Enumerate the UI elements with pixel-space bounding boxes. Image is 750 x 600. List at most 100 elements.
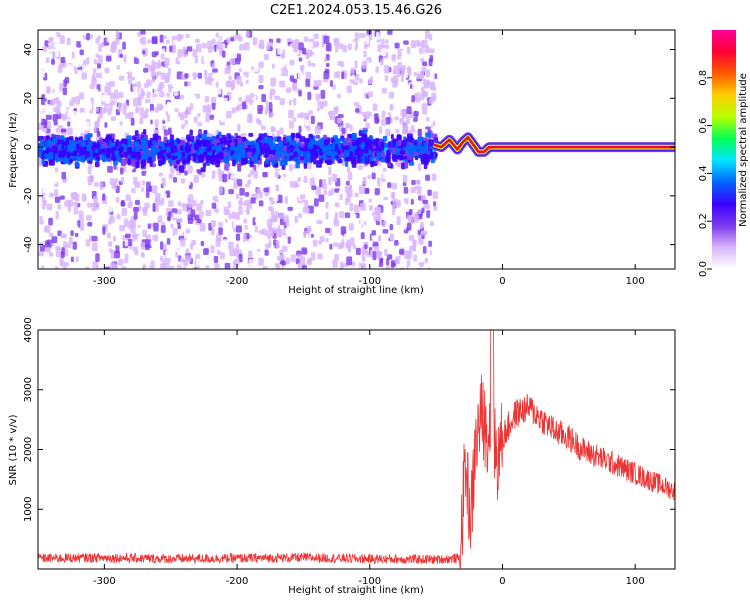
spectrogram-cell — [194, 38, 200, 44]
spectrogram-cell — [258, 61, 264, 69]
spectrogram-cell — [334, 188, 340, 193]
spectrogram-cell — [378, 126, 383, 134]
spectrogram-cell — [298, 90, 302, 97]
spectrogram-cell — [291, 83, 297, 91]
spectrogram-cell — [282, 109, 287, 117]
spectrogram-cell — [185, 145, 191, 153]
spectrogram-cell — [364, 216, 371, 222]
spectrogram-cell — [403, 125, 409, 134]
spectrogram-cell — [202, 104, 208, 113]
spectrogram-cell — [262, 265, 268, 269]
spectrogram-cell — [247, 115, 253, 124]
spectrogram-cell — [325, 237, 329, 243]
spectrogram-cell — [134, 146, 140, 152]
spectrogram-cell — [70, 42, 74, 50]
spectrogram-cell — [244, 42, 250, 51]
colorbar-tick-label: 0.6 — [698, 118, 709, 134]
spectrogram-cell — [253, 30, 260, 35]
spectrogram-cell — [324, 255, 331, 262]
spectrogram-cell — [179, 145, 185, 151]
spectrogram-cell — [203, 248, 209, 256]
spectrogram-cell — [122, 41, 126, 50]
spectrogram-cell — [414, 156, 419, 161]
spectrogram-cell — [328, 190, 333, 197]
spectrogram-cell — [167, 127, 172, 136]
snr-frame — [37, 329, 676, 570]
spectrogram-cell — [99, 182, 104, 190]
spectrogram-cell — [275, 227, 282, 237]
spectrogram-cell — [277, 255, 283, 261]
spectrogram-cell — [274, 210, 279, 220]
spectrogram-cell — [326, 150, 331, 157]
spectrogram-cell — [171, 62, 175, 71]
spectrogram-cell — [145, 172, 151, 180]
spectrogram-cell — [295, 258, 300, 265]
spectrogram-cell — [302, 54, 308, 64]
spectrogram-cell — [161, 48, 166, 54]
spectrogram-cell — [175, 250, 179, 258]
y-tick-label: 20 — [23, 92, 34, 105]
spectrogram-cell — [290, 254, 296, 263]
spectrogram-cell — [250, 140, 256, 145]
spectrogram-cell — [119, 167, 124, 175]
spectrogram-cell — [228, 189, 234, 195]
spectrogram-cell — [133, 86, 138, 96]
spectrogram-cell — [214, 119, 220, 127]
spectrogram-cell — [302, 47, 307, 55]
spectrogram-cell — [281, 153, 285, 161]
spectrogram-cell — [80, 247, 87, 253]
spectrogram-cell — [233, 248, 239, 257]
spectrogram-cell — [67, 64, 73, 73]
spectrogram-cell — [347, 243, 352, 253]
spectrogram-cell — [286, 135, 292, 142]
spectrogram-cell — [323, 189, 328, 196]
spectrogram-cell — [228, 166, 235, 173]
spectrogram-cell — [87, 179, 92, 186]
spectrogram-cell — [382, 167, 387, 173]
spectrogram-cell — [91, 203, 97, 212]
spectrogram-cell — [280, 53, 285, 59]
spectrogram-cell — [195, 43, 202, 53]
spectrogram-cell — [152, 234, 159, 242]
spectrogram-cell — [249, 97, 253, 106]
spectrogram-cell — [407, 155, 413, 161]
spectrogram-cell — [140, 159, 147, 166]
spectrogram-cell — [264, 159, 269, 165]
snr-x-ticks: -300 -200 -100 0 100 — [93, 330, 645, 587]
spectrogram-cell — [60, 251, 65, 259]
spectrogram-cell — [428, 240, 432, 247]
spectrogram-cell — [231, 52, 238, 59]
spectrogram-cell — [281, 234, 287, 244]
spectrogram-cell — [313, 198, 319, 207]
spectrogram-cell — [97, 213, 102, 220]
spectrogram-cell — [167, 114, 171, 122]
spectrogram-cell — [224, 155, 230, 164]
spectrogram-cell — [100, 83, 105, 92]
spectrogram-cell — [157, 215, 163, 224]
spectrogram-cell — [306, 233, 312, 239]
spectrogram-cell — [181, 203, 188, 208]
spectrogram-cell — [192, 72, 198, 77]
spectrogram-cell — [329, 116, 336, 121]
spectrogram-cell — [59, 195, 65, 200]
spectrogram-cell — [256, 47, 261, 54]
spectrogram-cell — [258, 257, 264, 266]
spectrogram-cell — [48, 232, 54, 237]
spectrogram-cell — [92, 242, 98, 252]
spectrogram-cell — [244, 199, 251, 205]
spectrogram-cell — [72, 201, 78, 207]
spectrogram-cell — [394, 148, 401, 156]
spectrogram-cell — [412, 239, 417, 244]
spectrogram-cell — [129, 249, 134, 254]
spectrogram-cell — [410, 186, 416, 194]
spectrogram-cell — [94, 161, 100, 168]
spectrogram-cell — [170, 145, 177, 151]
spectrogram-cell — [218, 213, 224, 223]
spectrogram-cell — [285, 80, 292, 87]
spectrogram-cell — [417, 136, 424, 141]
spectrogram-cell — [60, 56, 66, 63]
spectrogram-cell — [69, 118, 74, 124]
spectrogram-cell — [40, 265, 45, 269]
spectrogram-cell — [243, 141, 248, 149]
spectrogram-cell — [138, 167, 142, 173]
